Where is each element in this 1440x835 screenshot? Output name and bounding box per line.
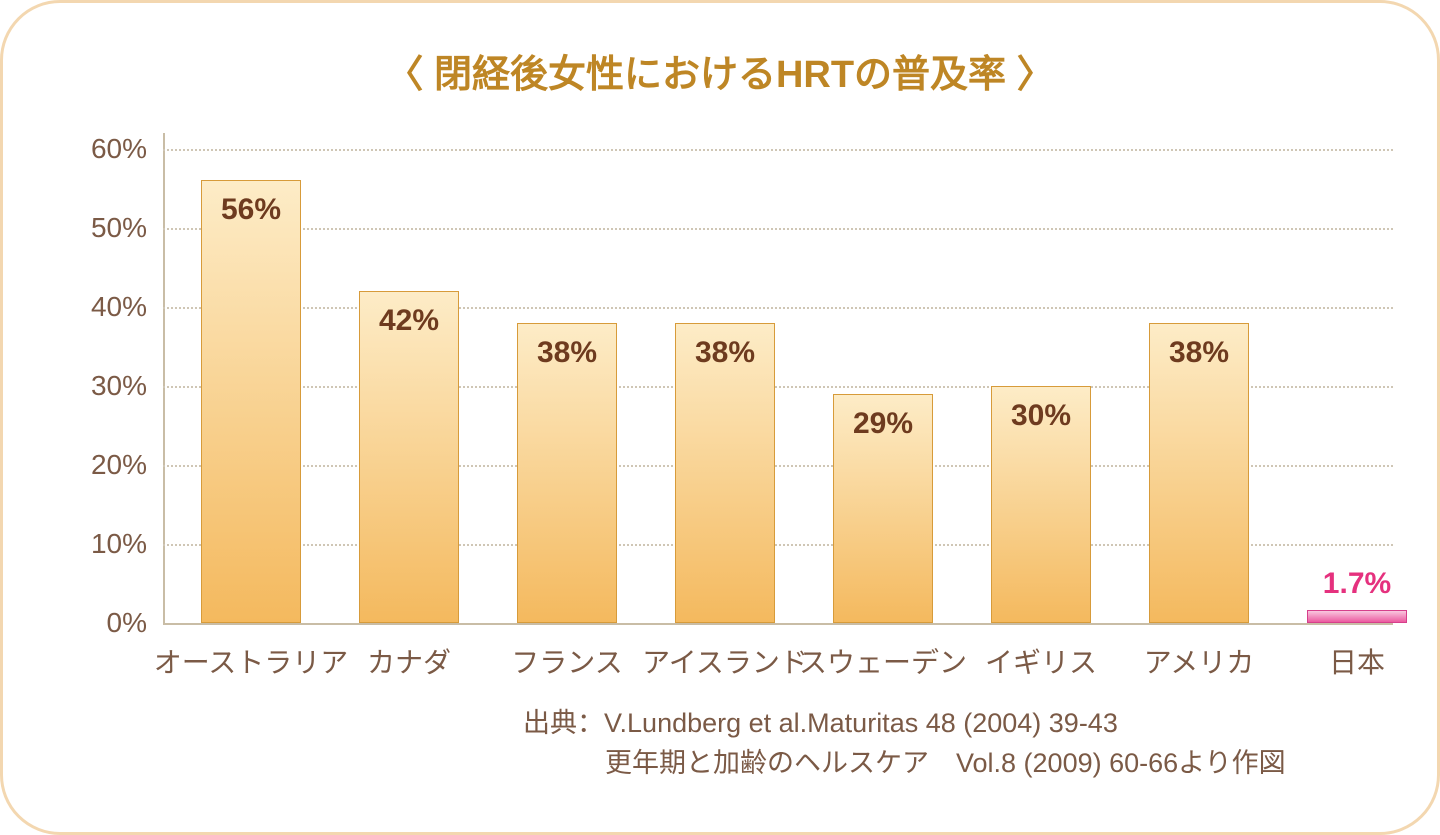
y-tick-label: 40% [57, 291, 147, 323]
bar: 1.7% [1307, 610, 1407, 623]
y-tick-label: 60% [57, 133, 147, 165]
x-tick-label: スウェーデン [799, 641, 967, 681]
x-tick-label: アイスランド [642, 641, 808, 681]
x-tick-label: 日本 [1329, 641, 1385, 681]
y-tick-label: 0% [57, 607, 147, 639]
chart-card: 〈 閉経後女性におけるHRTの普及率 〉 0%10%20%30%40%50%60… [0, 0, 1440, 835]
grid-line [163, 228, 1393, 230]
bar-value-label: 38% [676, 336, 774, 370]
source-line-1: 出典：V.Lundberg et al.Maturitas 48 (2004) … [523, 703, 1286, 743]
chart-source-citation: 出典：V.Lundberg et al.Maturitas 48 (2004) … [523, 703, 1286, 783]
x-tick-label: オーストラリア [154, 641, 349, 681]
y-tick-label: 10% [57, 528, 147, 560]
x-tick-label: イギリス [985, 641, 1097, 681]
source-line-2: 更年期と加齢のヘルスケア Vol.8 (2009) 60-66より作図 [523, 743, 1286, 783]
y-tick-label: 30% [57, 370, 147, 402]
bar-value-label: 42% [360, 304, 458, 338]
bar: 56% [201, 180, 301, 623]
bar-value-label: 29% [834, 407, 932, 441]
bar: 42% [359, 291, 459, 623]
x-tick-label: アメリカ [1144, 641, 1255, 681]
chart-title: 〈 閉経後女性におけるHRTの普及率 〉 [3, 43, 1437, 98]
x-axis-baseline [163, 623, 1393, 625]
bar-value-label: 56% [202, 193, 300, 227]
bar: 38% [675, 323, 775, 623]
grid-line [163, 149, 1393, 151]
x-tick-label: カナダ [367, 641, 451, 681]
bar: 30% [991, 386, 1091, 623]
bar: 38% [1149, 323, 1249, 623]
y-tick-label: 20% [57, 449, 147, 481]
bar: 29% [833, 394, 933, 623]
y-tick-label: 50% [57, 212, 147, 244]
bar-value-label: 38% [518, 336, 616, 370]
y-axis-line [163, 133, 165, 623]
chart-plot-area: 0%10%20%30%40%50%60%56%オーストラリア42%カナダ38%フ… [163, 133, 1393, 623]
bar-value-label: 1.7% [1323, 567, 1391, 601]
grid-line [163, 307, 1393, 309]
bar: 38% [517, 323, 617, 623]
x-tick-label: フランス [511, 641, 622, 681]
bar-value-label: 38% [1150, 336, 1248, 370]
bar-value-label: 30% [992, 399, 1090, 433]
